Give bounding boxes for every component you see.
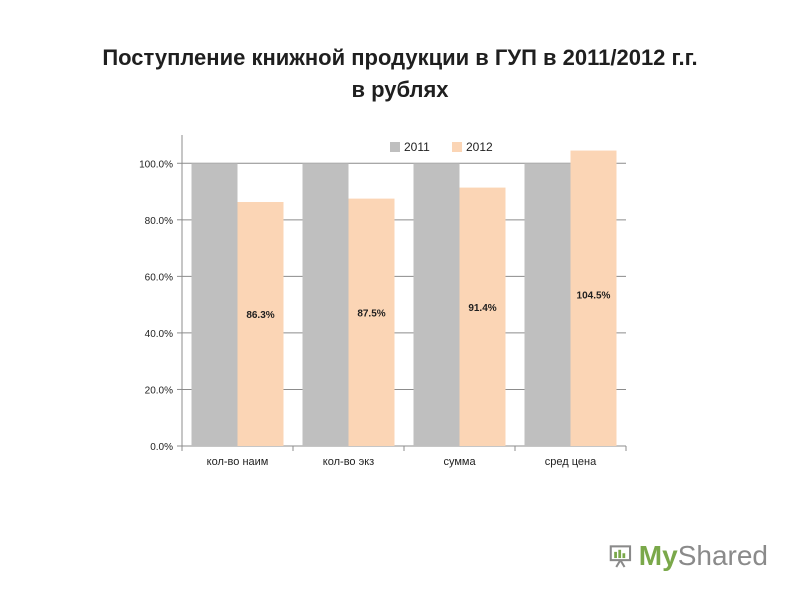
- y-axis-ticks: 0.0% 20.0% 40.0% 60.0% 80.0% 100.0%: [139, 159, 182, 453]
- legend: 2011 2012: [390, 140, 493, 154]
- data-label: 87.5%: [357, 308, 385, 319]
- y-tick-label: 60.0%: [145, 272, 173, 283]
- legend-swatch-2012: [452, 142, 462, 152]
- legend-label-2012: 2012: [466, 140, 493, 154]
- x-axis-ticks: кол-во наим кол-во экз сумма сред цена: [181, 446, 627, 468]
- y-tick-label: 20.0%: [145, 385, 173, 396]
- chart-title-line-1: Поступление книжной продукции в ГУП в 20…: [102, 45, 698, 70]
- bar-2012-2: [459, 187, 506, 446]
- data-label: 104.5%: [577, 291, 611, 302]
- bar-2012-3: [570, 150, 617, 447]
- bar-2011-3: [524, 163, 571, 447]
- y-tick-label: 100.0%: [139, 159, 173, 170]
- data-label: 86.3%: [246, 310, 274, 321]
- y-tick-label: 40.0%: [145, 329, 173, 340]
- data-labels: 86.3% 87.5% 91.4% 104.5%: [246, 291, 610, 321]
- x-tick-label: сумма: [443, 456, 476, 468]
- legend-label-2011: 2011: [404, 140, 430, 154]
- watermark-text: MyShared: [638, 540, 768, 571]
- x-tick-label: сред цена: [545, 456, 597, 468]
- bar-2012-0: [237, 202, 284, 446]
- bar-2011-1: [302, 163, 349, 447]
- x-tick-label: кол-во наим: [207, 456, 269, 468]
- y-tick-label: 0.0%: [150, 442, 173, 453]
- watermark: MyShared: [608, 536, 768, 576]
- bar-2011-0: [191, 163, 238, 447]
- bar-2012-1: [348, 198, 395, 446]
- chart-title-line-2: в рублях: [351, 77, 449, 102]
- projector-screen-icon: [609, 545, 632, 568]
- legend-swatch-2011: [390, 142, 400, 152]
- y-tick-label: 80.0%: [145, 216, 173, 227]
- bar-2011-2: [413, 163, 460, 447]
- bars: [191, 150, 617, 447]
- data-label: 91.4%: [468, 303, 496, 314]
- chart-title: Поступление книжной продукции в ГУП в 20…: [0, 42, 800, 106]
- x-tick-label: кол-во экз: [323, 456, 374, 468]
